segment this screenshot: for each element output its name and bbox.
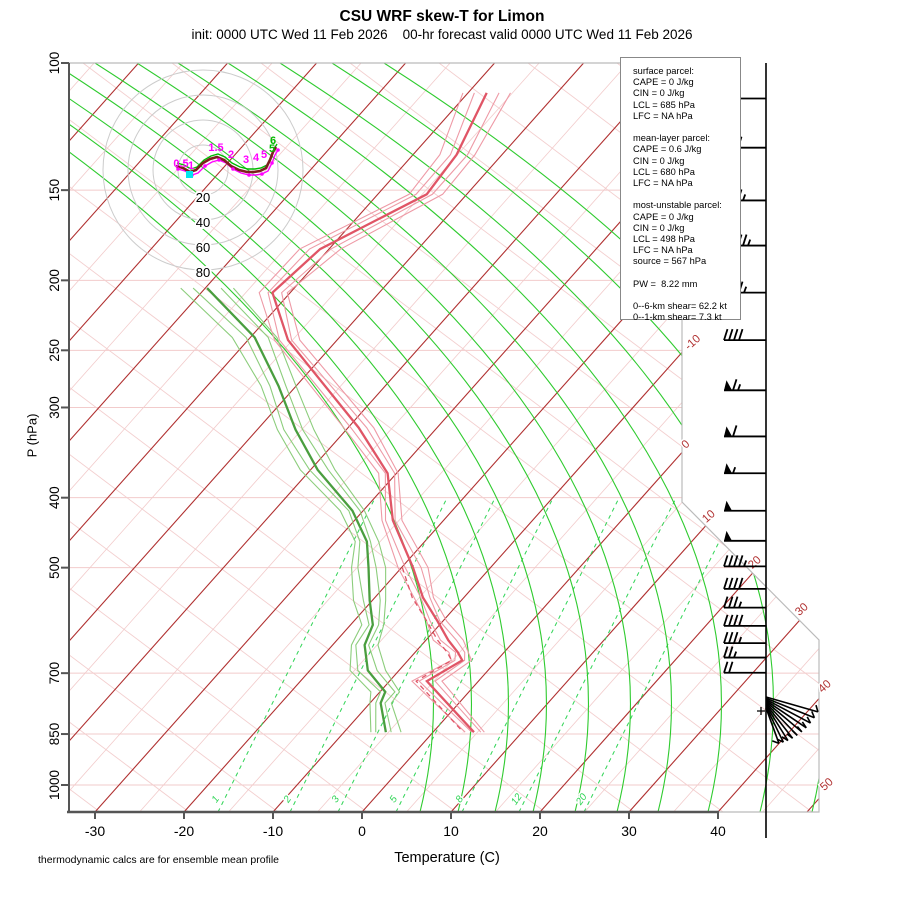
pressure-tick-label: 500 (47, 556, 62, 579)
hodograph-height-label: 5 (261, 149, 267, 161)
legend-line (633, 189, 740, 200)
mixing-ratio-label: 1 (210, 794, 222, 805)
legend-line: CIN = 0 J/kg (633, 222, 685, 233)
mixing-ratio-label: 8 (454, 794, 466, 805)
parcel-info-box: surface parcel: CAPE = 0 J/kg CIN = 0 J/kg… (620, 57, 741, 323)
legend-line (633, 290, 740, 301)
legend-line: 0--6-km shear= 62.2 kt (633, 301, 727, 312)
hodograph: 20 40 60 80 0.5 1 1.5 2 3 4 5 56 (102, 69, 304, 282)
hodograph-height-label: 3 (243, 154, 249, 166)
chart-title: CSU WRF skew-T for Limon (339, 8, 545, 25)
hodograph-surface-marker (186, 171, 193, 178)
legend-line: PW = 8.22 mm (633, 278, 698, 289)
hodograph-height-label: 5 (269, 143, 275, 155)
pressure-axis-title: P (hPa) (24, 413, 40, 458)
temperature-tick-label: -30 (85, 823, 105, 839)
wind-barb (723, 328, 766, 342)
legend-line: source = 567 hPa (633, 256, 707, 267)
hodograph-height-label: 1.5 (208, 142, 223, 154)
hodograph-height-label: 6 (270, 135, 276, 147)
wind-barb (724, 425, 766, 438)
legend-line: CAPE = 0.6 J/kg (633, 144, 702, 155)
plot-area (69, 63, 819, 812)
legend-line: CAPE = 0 J/kg (633, 211, 694, 222)
temperature-axis-title: Temperature (C) (394, 850, 500, 866)
wind-barb (724, 530, 766, 542)
legend-line: CIN = 0 J/kg (633, 88, 685, 99)
pressure-tick-label: 300 (47, 396, 62, 419)
pressure-tick-label: 850 (47, 723, 62, 746)
legend-line: LCL = 685 hPa (633, 99, 695, 110)
legend-line: mean-layer parcel: (633, 133, 710, 144)
wind-barb (723, 555, 766, 568)
hodograph-height-label: 4 (253, 152, 260, 164)
hodograph-ring-label: 40 (196, 215, 210, 230)
wind-barb (723, 661, 766, 674)
temperature-tick-label: -10 (263, 823, 283, 839)
wind-barb (723, 646, 766, 659)
temperature-tick-label: 30 (621, 823, 637, 839)
temperature-tick-label: 40 (710, 823, 726, 839)
legend-line: CAPE = 0 J/kg (633, 77, 694, 88)
isotherm-label: 50 (818, 776, 836, 793)
legend-line: LCL = 680 hPa (633, 166, 695, 177)
pressure-tick-label: 700 (47, 662, 62, 685)
legend-line: 0--1-km shear= 7.3 kt (633, 312, 722, 323)
hodograph-height-label: 0.5 (173, 158, 188, 170)
wind-barb (723, 577, 766, 590)
wind-barb (724, 463, 766, 475)
profiles (180, 92, 511, 733)
hodograph-height-label: 1 (188, 160, 194, 172)
pressure-tick-label: 100 (47, 52, 62, 75)
mixing-ratio-label: 5 (388, 794, 400, 805)
legend-line: LFC = NA hPa (633, 178, 693, 189)
wind-barb (723, 631, 766, 644)
chart-subtitle: init: 0000 UTC Wed 11 Feb 2026 00-hr for… (191, 27, 693, 42)
legend-line (633, 268, 740, 279)
temperature-tick-label: -20 (174, 823, 194, 839)
wind-barb (723, 614, 766, 627)
hodograph-ring-label: 20 (196, 190, 210, 205)
pressure-tick-label: 400 (47, 486, 62, 509)
temperature-tick-label: 0 (358, 823, 366, 839)
hodograph-ring-label: 60 (196, 240, 210, 255)
hodograph-ring-label: 80 (196, 265, 210, 280)
legend-line: CIN = 0 J/kg (633, 155, 685, 166)
mixing-ratio-label: 3 (330, 794, 342, 805)
legend-line: LFC = NA hPa (633, 110, 693, 121)
wind-barb (724, 379, 766, 392)
pressure-tick-label: 250 (47, 339, 62, 362)
legend-line: surface parcel: (633, 66, 694, 76)
wind-barb (724, 500, 766, 512)
wind-barb (723, 596, 766, 609)
surface-wind-cluster (757, 696, 819, 745)
legend-line: most-unstable parcel: (633, 200, 722, 211)
pressure-tick-label: 150 (47, 179, 62, 202)
footnote-text: thermodynamic calcs are for ensemble mea… (38, 854, 280, 866)
hodograph-height-label: 2 (228, 149, 234, 161)
legend-line: LCL = 498 hPa (633, 234, 695, 245)
temperature-tick-label: 10 (443, 823, 459, 839)
pressure-tick-label: 1000 (47, 770, 62, 800)
legend-line: LFC = NA hPa (633, 245, 693, 256)
legend-line (633, 122, 740, 133)
pressure-tick-label: 200 (47, 269, 62, 292)
isotherm-label: -10 (683, 333, 703, 353)
temperature-tick-label: 20 (532, 823, 548, 839)
